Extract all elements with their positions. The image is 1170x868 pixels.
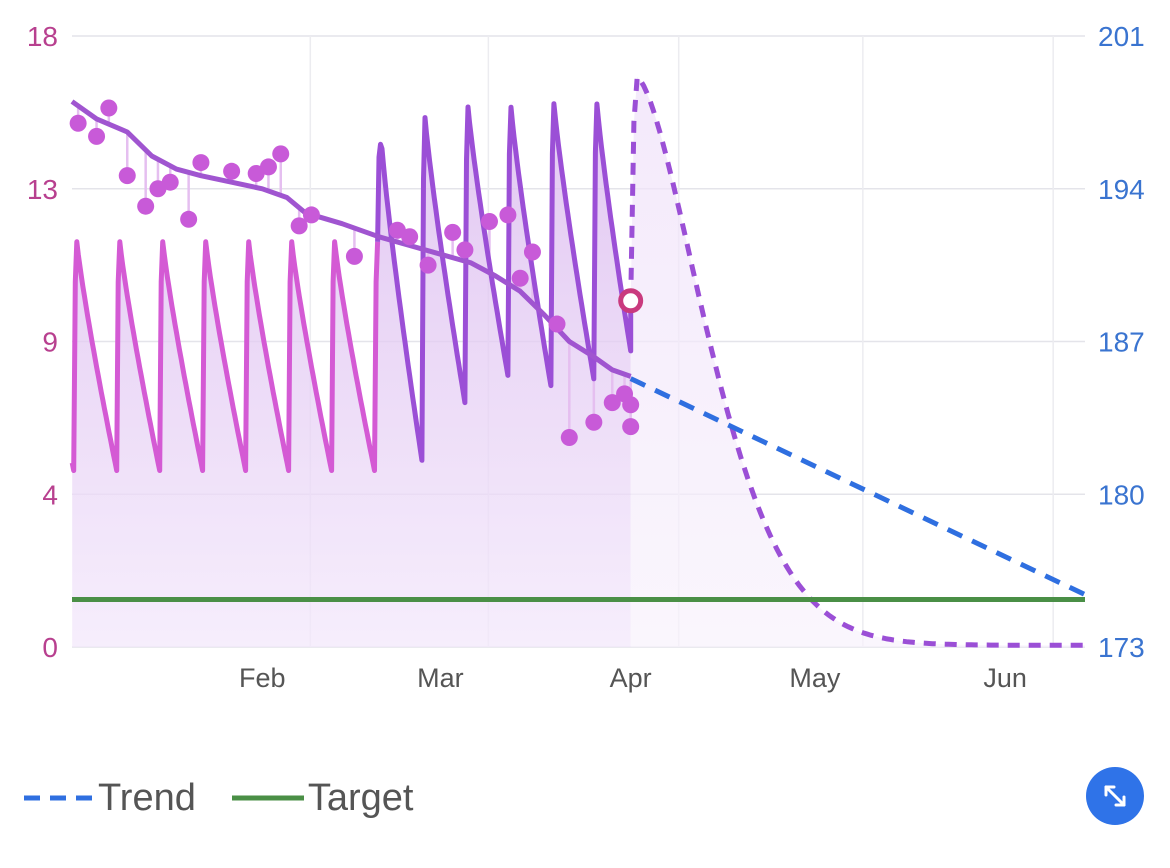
level-line-phase-1 <box>69 239 381 473</box>
x-tick-label: Mar <box>417 663 464 693</box>
weight-point <box>419 256 437 274</box>
y-right-tick-label: 201 <box>1098 21 1145 52</box>
weight-point <box>444 223 462 241</box>
x-tick-label: Jun <box>983 663 1027 693</box>
weight-point <box>272 145 290 163</box>
weight-points <box>69 99 644 447</box>
weight-point <box>456 241 474 259</box>
weight-point <box>585 413 603 431</box>
weight-point <box>548 315 566 333</box>
weight-point <box>622 396 640 414</box>
weight-point <box>345 247 363 265</box>
weight-point <box>118 167 136 185</box>
expand-button[interactable] <box>1086 767 1144 825</box>
weight-point <box>302 206 320 224</box>
weight-point <box>259 158 277 176</box>
weight-point <box>290 217 308 235</box>
weight-point <box>523 243 541 261</box>
y-right-tick-label: 180 <box>1098 479 1145 510</box>
y-left-tick-label: 4 <box>42 479 58 510</box>
trend-line <box>629 376 1087 597</box>
weight-point <box>137 197 155 215</box>
weight-point <box>161 173 179 191</box>
weight-point <box>88 127 106 145</box>
level-area <box>72 77 1085 648</box>
weight-point <box>223 162 241 180</box>
y-right-tick-label: 173 <box>1098 632 1145 663</box>
legend-label-target: Target <box>307 776 414 819</box>
legend-item-trend: Trend <box>22 777 196 820</box>
weight-point <box>480 212 498 230</box>
level-line-projection <box>628 71 1085 648</box>
weight-point <box>69 114 87 132</box>
y-left-tick-label: 18 <box>27 21 58 52</box>
legend-label-trend: Trend <box>98 776 196 819</box>
axis-ticks: 0 173 4 180 9 187 13 194 18 201 Feb Mar Apr May Jun <box>27 21 1145 693</box>
y-left-tick-label: 9 <box>42 327 58 358</box>
projection-area-fill <box>630 77 1085 648</box>
level-area-fill <box>72 103 631 647</box>
current-level-marker <box>618 288 644 314</box>
weight-point <box>192 154 210 172</box>
x-tick-label: May <box>789 663 841 693</box>
weight-point <box>401 228 419 246</box>
expand-arrows-icon <box>1104 785 1126 807</box>
legend-item-target: Target <box>231 776 414 820</box>
weight-point <box>603 394 621 412</box>
legend: Trend Target <box>22 770 449 826</box>
y-right-tick-label: 194 <box>1098 174 1145 205</box>
weight-point <box>622 418 640 436</box>
y-left-tick-label: 13 <box>27 174 58 205</box>
x-tick-label: Feb <box>239 663 286 693</box>
legend-swatch-target <box>231 795 304 801</box>
legend-swatch-trend <box>24 795 94 801</box>
weight-point <box>560 429 578 447</box>
weight-point <box>499 206 517 224</box>
weight-point <box>180 210 198 228</box>
weight-point <box>100 99 118 117</box>
y-left-tick-label: 0 <box>42 632 58 663</box>
x-tick-label: Apr <box>610 663 652 693</box>
y-right-tick-label: 187 <box>1098 327 1145 358</box>
weight-point <box>511 269 529 287</box>
chart: 0 173 4 180 9 187 13 194 18 201 Feb Mar Apr May Jun <box>27 21 1145 693</box>
